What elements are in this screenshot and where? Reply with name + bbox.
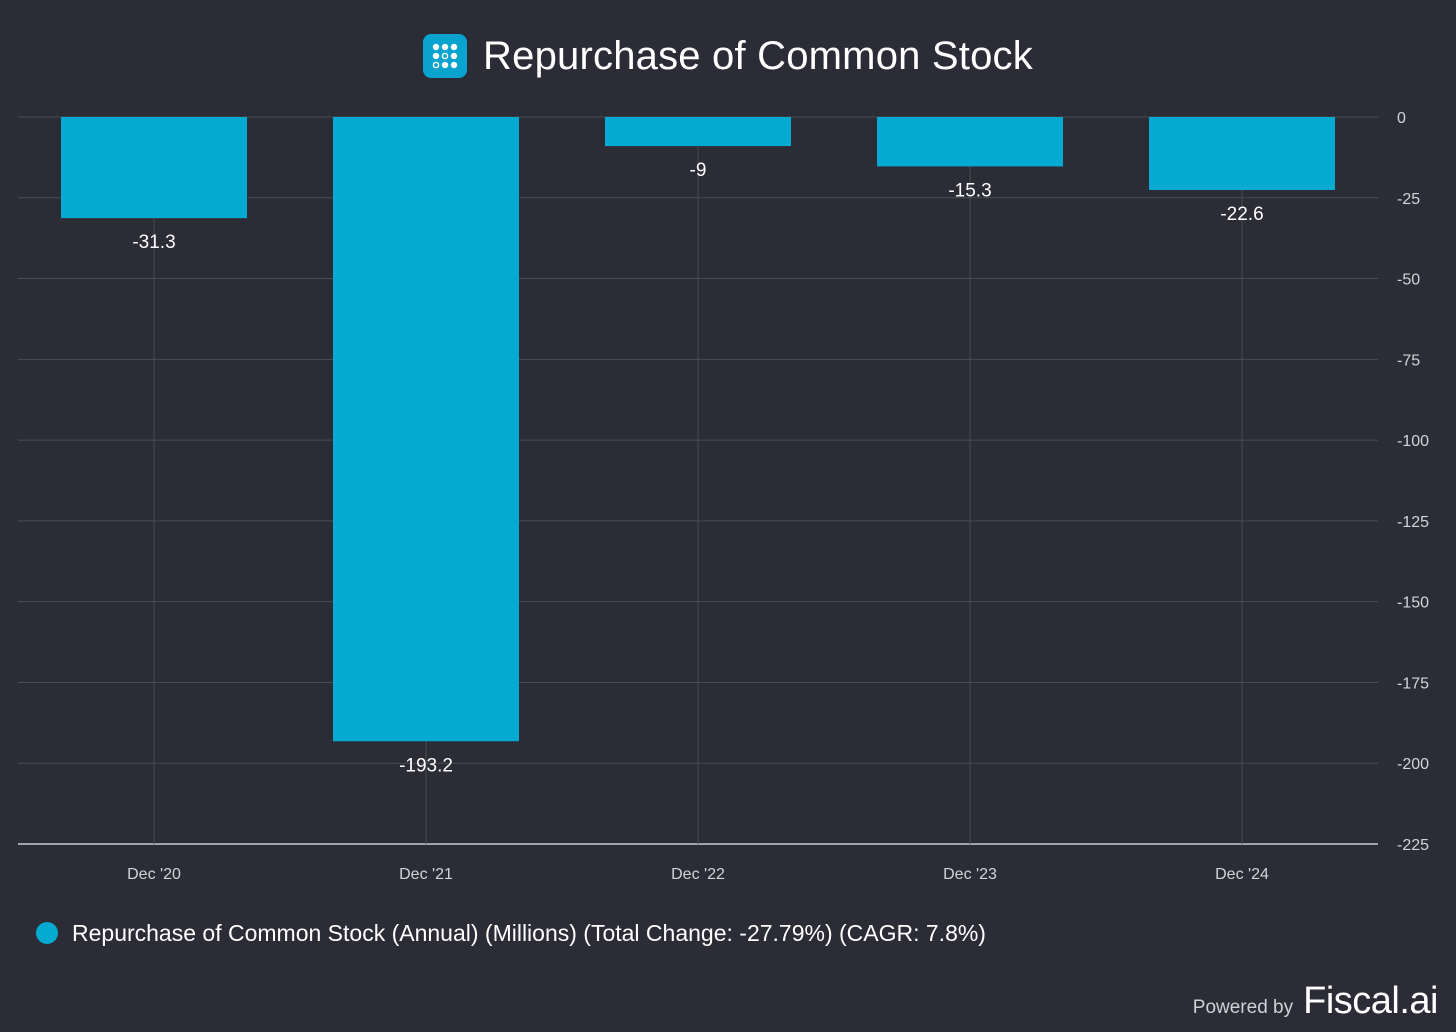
y-tick-label: -50 [1397,272,1420,289]
powered-by-text: Powered by [1192,997,1294,1018]
data-label: -22.6 [1220,204,1263,225]
x-tick-label: Dec '21 [399,866,453,883]
y-tick-label: -100 [1397,433,1429,450]
bar [605,117,791,147]
y-tick-label: -225 [1397,837,1429,854]
y-tick-label: -25 [1397,191,1420,208]
data-label: -15.3 [948,180,991,201]
data-label: -31.3 [132,232,175,253]
bar [877,117,1063,167]
data-label: -193.2 [399,755,453,776]
x-tick-label: Dec '24 [1215,866,1269,883]
y-tick-label: -175 [1397,675,1429,692]
x-tick-label: Dec '23 [943,866,997,883]
chart-legend[interactable]: Repurchase of Common Stock (Annual) (Mil… [36,918,986,948]
chart-title: Repurchase of Common Stock [483,33,1033,78]
x-tick-label: Dec '20 [127,866,181,883]
powered-by-footer[interactable]: Powered by Fiscal.ai [1192,980,1439,1026]
brand-logo: Fiscal.ai [1303,980,1438,1022]
bar [1149,117,1335,191]
bar [61,117,247,219]
data-label: -9 [690,160,707,181]
chart-header: Repurchase of Common Stock [0,28,1456,84]
fiscal-logo-icon [423,34,468,78]
y-tick-label: -125 [1397,514,1429,531]
x-tick-label: Dec '22 [671,866,725,883]
legend-label: Repurchase of Common Stock (Annual) (Mil… [72,919,986,946]
y-tick-label: -150 [1397,595,1429,612]
y-tick-label: -75 [1397,352,1420,369]
legend-swatch [36,922,58,944]
bar-chart: 0 -25 -50 -75 -100 -125 -150 -175 -200 -225 -31.3 D… [18,110,1429,883]
y-tick-label: 0 [1397,110,1406,127]
bar [333,117,519,742]
y-tick-label: -200 [1397,756,1429,773]
